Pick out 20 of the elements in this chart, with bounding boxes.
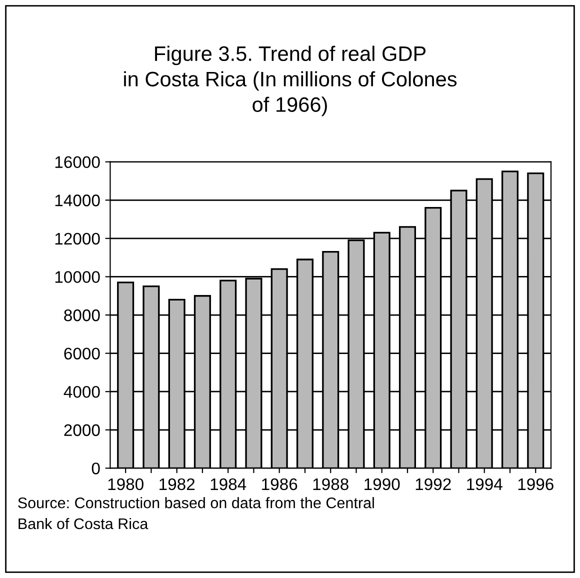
y-tick-label: 10000	[55, 271, 100, 283]
x-tick-label: 1982	[160, 478, 195, 490]
x-tick-label: 1980	[108, 478, 144, 490]
x-tick-label: 1988	[313, 478, 348, 490]
x-tick-label: 1992	[416, 478, 451, 490]
x-tick-label: 1984	[210, 478, 246, 490]
y-tick-label: 12000	[55, 232, 100, 245]
y-tick-label: 2000	[64, 424, 100, 436]
source-note: Source: Construction based on data from the Central Bank of Costa Rica	[18, 497, 374, 530]
x-tick-label: 1990	[364, 478, 400, 490]
x-tick-label: 1994	[467, 478, 502, 490]
x-tick-label: 1996	[518, 478, 554, 490]
y-tick-label: 16000	[55, 156, 100, 168]
x-tick-label: 1986	[262, 478, 298, 490]
y-tick-label: 8000	[64, 309, 100, 322]
y-tick-label: 0	[92, 462, 100, 474]
y-tick-label: 14000	[55, 194, 100, 206]
y-tick-label: 6000	[64, 348, 100, 360]
chart-title: Figure 3.5. Trend of real GDP in Costa Rica (In millions of Colones of 1966)	[124, 46, 457, 116]
y-tick-label: 4000	[64, 386, 100, 398]
